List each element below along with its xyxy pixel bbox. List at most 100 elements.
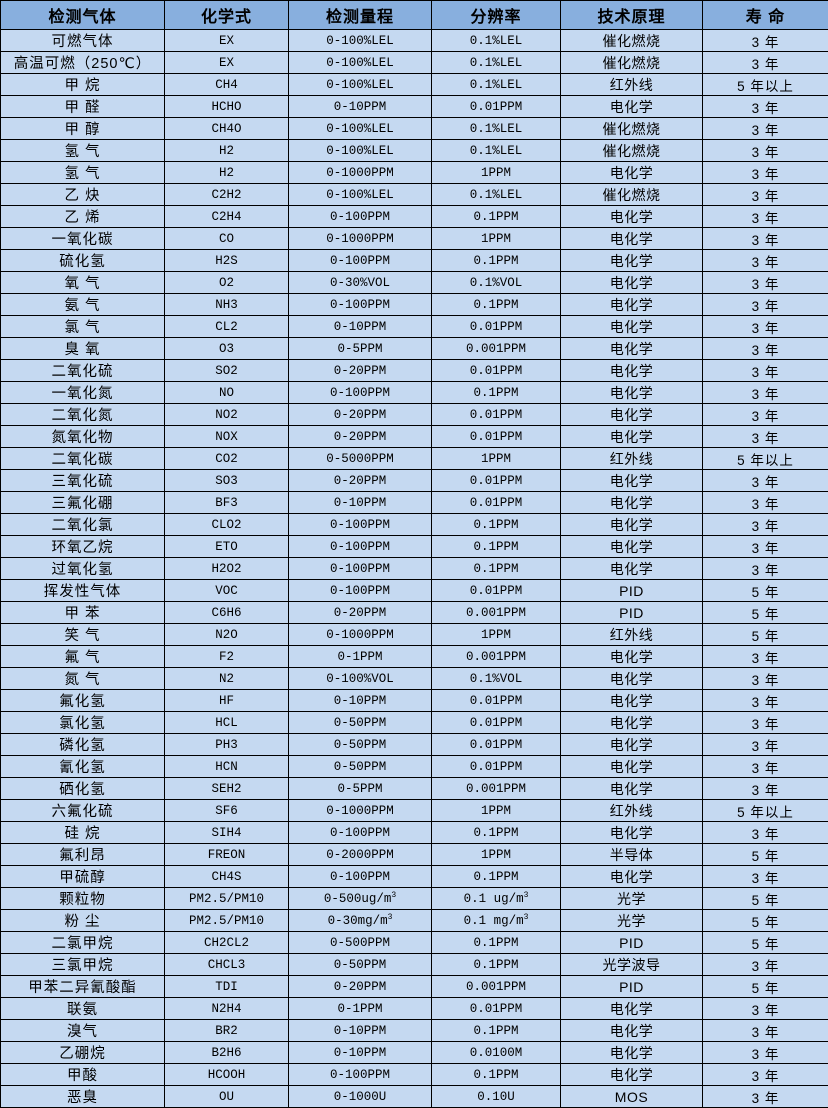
cell-formula: SO2 (165, 360, 289, 382)
cell-range: 0-20PPM (289, 976, 432, 998)
cell-range: 0-10PPM (289, 316, 432, 338)
cell-gas-name: 甲 醛 (1, 96, 165, 118)
cell-lifespan: 5 年 (703, 976, 828, 998)
cell-gas-name: 二氧化硫 (1, 360, 165, 382)
cell-gas-name: 氮 气 (1, 668, 165, 690)
cell-formula: O3 (165, 338, 289, 360)
cell-technology: 催化燃烧 (561, 118, 703, 140)
cell-lifespan: 5 年 (703, 888, 828, 910)
cell-gas-name: 甲酸 (1, 1064, 165, 1086)
cell-formula: CH2CL2 (165, 932, 289, 954)
cell-gas-name: 甲 醇 (1, 118, 165, 140)
cell-resolution: 0.1PPM (432, 558, 561, 580)
cell-gas-name: 恶臭 (1, 1086, 165, 1108)
cell-formula: H2 (165, 162, 289, 184)
cell-gas-name: 氢 气 (1, 140, 165, 162)
cell-technology: 红外线 (561, 74, 703, 96)
cell-range: 0-1000U (289, 1086, 432, 1108)
cell-lifespan: 3 年 (703, 316, 828, 338)
cell-resolution: 1PPM (432, 844, 561, 866)
cell-range: 0-20PPM (289, 426, 432, 448)
cell-resolution: 0.1PPM (432, 866, 561, 888)
cell-lifespan: 5 年 (703, 932, 828, 954)
cell-lifespan: 5 年以上 (703, 448, 828, 470)
cell-formula: HCL (165, 712, 289, 734)
column-header-gas-name: 检测气体 (1, 1, 165, 30)
cell-technology: 电化学 (561, 294, 703, 316)
cell-technology: 电化学 (561, 470, 703, 492)
cell-technology: 电化学 (561, 316, 703, 338)
cell-range: 0-100PPM (289, 382, 432, 404)
cell-formula: SEH2 (165, 778, 289, 800)
cell-lifespan: 3 年 (703, 162, 828, 184)
cell-lifespan: 3 年 (703, 822, 828, 844)
cell-lifespan: 3 年 (703, 756, 828, 778)
cell-technology: 催化燃烧 (561, 52, 703, 74)
cell-lifespan: 3 年 (703, 778, 828, 800)
cell-lifespan: 3 年 (703, 1064, 828, 1086)
cell-resolution: 0.01PPM (432, 360, 561, 382)
cell-range: 0-100PPM (289, 1064, 432, 1086)
cell-range: 0-100PPM (289, 866, 432, 888)
cell-gas-name: 挥发性气体 (1, 580, 165, 602)
cell-resolution: 0.1%LEL (432, 30, 561, 52)
cell-technology: MOS (561, 1086, 703, 1108)
cell-technology: 电化学 (561, 250, 703, 272)
cell-technology: 红外线 (561, 624, 703, 646)
cell-gas-name: 氰化氢 (1, 756, 165, 778)
cell-gas-name: 二氯甲烷 (1, 932, 165, 954)
cell-range: 0-20PPM (289, 602, 432, 624)
cell-lifespan: 3 年 (703, 426, 828, 448)
cell-gas-name: 粉 尘 (1, 910, 165, 932)
cell-range: 0-500ug/m3 (289, 888, 432, 910)
cell-gas-name: 过氧化氢 (1, 558, 165, 580)
cell-lifespan: 5 年以上 (703, 74, 828, 96)
cell-resolution: 0.01PPM (432, 316, 561, 338)
cell-range: 0-5000PPM (289, 448, 432, 470)
cell-formula: C2H2 (165, 184, 289, 206)
cell-resolution: 0.1%LEL (432, 52, 561, 74)
cell-resolution: 0.001PPM (432, 602, 561, 624)
cell-technology: 电化学 (561, 162, 703, 184)
cell-lifespan: 5 年以上 (703, 800, 828, 822)
cell-resolution: 0.01PPM (432, 404, 561, 426)
cell-range: 0-1000PPM (289, 624, 432, 646)
cell-resolution: 0.1PPM (432, 206, 561, 228)
cell-range: 0-1PPM (289, 646, 432, 668)
cell-gas-name: 甲硫醇 (1, 866, 165, 888)
cell-formula: BF3 (165, 492, 289, 514)
cell-resolution: 0.1PPM (432, 822, 561, 844)
cell-range: 0-100%LEL (289, 184, 432, 206)
cell-lifespan: 3 年 (703, 250, 828, 272)
cell-technology: 催化燃烧 (561, 140, 703, 162)
cell-gas-name: 氮氧化物 (1, 426, 165, 448)
cell-lifespan: 5 年 (703, 580, 828, 602)
cell-range: 0-100%LEL (289, 30, 432, 52)
cell-lifespan: 3 年 (703, 118, 828, 140)
cell-gas-name: 臭 氧 (1, 338, 165, 360)
cell-gas-name: 甲 烷 (1, 74, 165, 96)
cell-range: 0-30mg/m3 (289, 910, 432, 932)
cell-lifespan: 3 年 (703, 514, 828, 536)
cell-formula: CL2 (165, 316, 289, 338)
cell-technology: 电化学 (561, 646, 703, 668)
cell-range: 0-10PPM (289, 1020, 432, 1042)
